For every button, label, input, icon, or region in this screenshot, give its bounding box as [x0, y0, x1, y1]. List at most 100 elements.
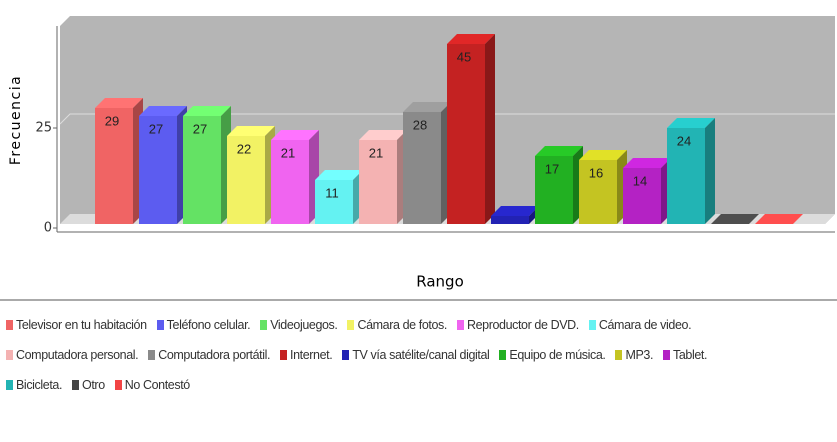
legend-item: MP3.: [615, 348, 653, 362]
value-label: 21: [369, 145, 383, 160]
legend-item: Bicicleta.: [6, 378, 62, 392]
bar-top: [183, 106, 231, 116]
value-label: 24: [677, 133, 691, 148]
bar-top: [359, 130, 407, 140]
legend-label: Tablet.: [673, 348, 708, 362]
bar: [139, 116, 177, 224]
legend-label: Otro: [82, 378, 105, 392]
bar-top: [755, 214, 803, 224]
legend-item: Equipo de música.: [499, 348, 606, 362]
legend-swatch: [260, 320, 268, 330]
bar: [579, 160, 617, 224]
value-label: 21: [281, 145, 295, 160]
legend-item: Cámara de video.: [588, 318, 692, 332]
legend-label: Televisor en tu habitación: [16, 318, 147, 332]
bar: [535, 156, 573, 224]
legend-row: Computadora personal. Computadora portáti…: [6, 340, 834, 370]
legend-item: No Contestó: [114, 378, 190, 392]
legend-item: Cámara de fotos.: [347, 318, 447, 332]
legend-swatch: [6, 380, 13, 390]
legend-swatch: [663, 350, 671, 360]
legend-label: Cámara de video.: [598, 318, 692, 332]
legend-item: Otro: [72, 378, 105, 392]
value-label: 29: [105, 113, 119, 128]
bar-top: [139, 106, 187, 116]
legend-swatch: [156, 320, 164, 330]
bar-top: [579, 150, 627, 160]
bar-top: [491, 206, 539, 216]
bar: [95, 108, 133, 224]
value-label: 27: [149, 121, 163, 136]
legend-swatch: [148, 350, 156, 360]
legend-swatch: [6, 320, 13, 330]
y-tick-label: 25: [35, 121, 52, 136]
legend-swatch: [347, 320, 355, 330]
bar: [227, 136, 265, 224]
legend-item: Reproductor de DVD.: [456, 318, 579, 332]
legend-swatch: [342, 350, 350, 360]
value-label: 28: [413, 117, 427, 132]
legend-item: Televisor en tu habitación: [6, 318, 147, 332]
legend-label: Videojuegos.: [270, 318, 338, 332]
legend-swatch: [456, 320, 464, 330]
legend-label: Computadora portátil.: [158, 348, 271, 362]
legend-label: MP3.: [625, 348, 654, 362]
legend-item: Videojuegos.: [260, 318, 338, 332]
value-label: 45: [457, 49, 471, 64]
legend-label: Bicicleta.: [16, 378, 63, 392]
bar-top: [447, 34, 495, 44]
value-label: 14: [633, 173, 647, 188]
legend-label: TV vía satélite/canal digital: [352, 348, 490, 362]
legend-label: No Contestó: [124, 378, 190, 392]
bar-top: [403, 102, 451, 112]
legend-item: Computadora portátil.: [148, 348, 270, 362]
legend-item: Internet.: [280, 348, 333, 362]
legend-label: Reproductor de DVD.: [466, 318, 579, 332]
legend-label: Equipo de música.: [509, 348, 606, 362]
bar-top: [667, 118, 715, 128]
value-label: 11: [325, 185, 339, 200]
legend-label: Teléfono celular.: [166, 318, 251, 332]
bar-top: [623, 158, 671, 168]
bar: [271, 140, 309, 224]
y-axis-label: Frecuencia: [8, 75, 24, 165]
bar: [403, 112, 441, 224]
legend: Televisor en tu habitación Teléfono celul…: [6, 310, 834, 400]
bar: [623, 168, 661, 224]
legend-row: Televisor en tu habitación Teléfono celul…: [6, 310, 834, 340]
legend-swatch: [499, 350, 507, 360]
legend-item: Teléfono celular.: [156, 318, 251, 332]
bar-top: [271, 130, 319, 140]
bar-side: [485, 34, 495, 224]
legend-item: Computadora personal.: [6, 348, 139, 362]
value-label: 17: [545, 161, 559, 176]
value-label: 16: [589, 165, 603, 180]
legend-swatch: [615, 350, 623, 360]
legend-label: Internet.: [290, 348, 333, 362]
bar: [183, 116, 221, 224]
bar: [667, 128, 705, 224]
bar: [315, 180, 353, 224]
legend-label: Computadora personal.: [16, 348, 139, 362]
legend-swatch: [280, 350, 288, 360]
legend-row: Bicicleta. Otro No Contestó: [6, 370, 834, 400]
legend-swatch: [72, 380, 80, 390]
x-axis-label: Rango: [416, 273, 464, 291]
y-tick-label: 0: [44, 221, 52, 236]
bar: [491, 216, 529, 224]
value-label: 22: [237, 141, 251, 156]
grid-line: [59, 113, 835, 125]
bar: [359, 140, 397, 224]
legend-swatch: [588, 320, 596, 330]
bar-top: [711, 214, 759, 224]
legend-swatch: [114, 380, 122, 390]
bar-top: [95, 98, 143, 108]
value-label: 27: [193, 121, 207, 136]
legend-swatch: [6, 350, 13, 360]
bar-top: [227, 126, 275, 136]
bar-top: [535, 146, 583, 156]
legend-label: Cámara de fotos.: [357, 318, 447, 332]
legend-item: Tablet.: [663, 348, 707, 362]
bar-side: [705, 118, 715, 224]
